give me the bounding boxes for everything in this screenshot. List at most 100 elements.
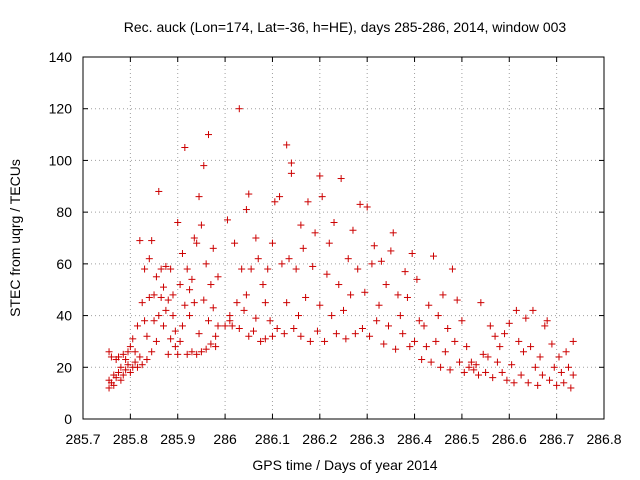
data-point <box>330 218 338 226</box>
data-point <box>212 332 220 340</box>
data-point <box>190 299 198 307</box>
data-point <box>150 317 158 325</box>
data-point <box>344 255 352 263</box>
x-tick-label: 286.2 <box>302 431 337 447</box>
data-point <box>358 325 366 332</box>
data-point <box>129 335 137 343</box>
data-point <box>534 381 542 389</box>
data-point <box>541 322 549 330</box>
data-point <box>112 374 120 382</box>
data-point <box>141 317 149 325</box>
data-point <box>465 363 473 371</box>
data-point <box>332 330 340 338</box>
data-point <box>437 363 445 371</box>
data-point <box>505 319 513 327</box>
y-tick-label: 60 <box>56 256 72 272</box>
data-point <box>548 340 556 348</box>
data-point <box>396 312 404 320</box>
data-point <box>342 335 350 343</box>
data-point <box>238 265 246 273</box>
data-point <box>356 200 364 208</box>
data-point <box>202 345 210 353</box>
data-point <box>178 250 186 258</box>
grid <box>83 57 604 419</box>
data-point <box>195 330 203 338</box>
data-point <box>366 332 374 340</box>
data-point <box>389 229 397 237</box>
data-points <box>105 105 577 392</box>
data-point <box>375 301 383 309</box>
data-point <box>562 348 570 356</box>
data-point <box>240 306 248 314</box>
data-point <box>231 239 239 247</box>
data-point <box>311 229 319 237</box>
plot-frame <box>82 56 605 420</box>
data-point <box>451 337 459 345</box>
data-point <box>527 343 535 351</box>
data-point <box>164 296 172 304</box>
data-point <box>133 363 141 371</box>
data-point <box>141 265 149 273</box>
data-point <box>335 281 343 289</box>
data-point <box>384 322 392 330</box>
data-point <box>157 265 165 273</box>
data-point <box>302 293 310 301</box>
data-point <box>221 322 229 330</box>
x-tick-label: 286.1 <box>255 431 290 447</box>
data-point <box>181 144 189 151</box>
data-point <box>441 348 449 356</box>
y-tick-label: 120 <box>49 101 73 117</box>
data-point <box>316 172 324 180</box>
data-point <box>482 368 490 376</box>
data-point <box>193 350 201 358</box>
data-point <box>517 371 525 379</box>
y-axis-label: STEC from uqrg / TECUs <box>7 159 23 317</box>
data-point <box>126 368 134 376</box>
data-point <box>148 348 156 356</box>
data-point <box>271 198 279 206</box>
data-point <box>188 348 196 356</box>
data-point <box>209 304 217 312</box>
data-point <box>259 281 267 289</box>
data-point <box>117 363 125 371</box>
data-point <box>501 330 509 338</box>
data-point <box>508 361 516 369</box>
data-point <box>138 361 146 369</box>
data-point <box>268 239 276 247</box>
data-point <box>117 376 125 384</box>
data-point <box>560 379 568 387</box>
data-point <box>266 317 274 325</box>
data-point <box>283 299 291 307</box>
data-point <box>188 275 196 283</box>
data-point <box>193 239 201 247</box>
data-point <box>550 363 558 371</box>
data-point <box>285 255 293 263</box>
data-point <box>323 270 331 278</box>
data-point <box>493 358 501 366</box>
y-tick-label: 80 <box>56 204 72 220</box>
y-tick-label: 20 <box>56 359 72 375</box>
axes <box>82 56 605 420</box>
data-point <box>512 306 520 314</box>
data-point <box>413 275 421 283</box>
x-tick-label: 286.5 <box>444 431 479 447</box>
data-point <box>567 384 575 392</box>
data-point <box>484 353 492 361</box>
data-point <box>290 325 298 332</box>
data-point <box>297 332 305 340</box>
data-point <box>434 312 442 320</box>
data-point <box>287 169 295 177</box>
x-tick-label: 286.6 <box>492 431 527 447</box>
data-point <box>510 379 518 387</box>
data-point <box>160 322 168 330</box>
data-point <box>351 330 359 338</box>
data-point <box>242 291 250 299</box>
data-point <box>183 350 191 358</box>
data-point <box>257 337 265 345</box>
y-tick-label: 0 <box>64 411 72 427</box>
data-point <box>309 262 317 270</box>
data-point <box>392 345 400 353</box>
data-point <box>280 330 288 338</box>
data-point <box>446 366 454 374</box>
data-point <box>205 131 213 139</box>
